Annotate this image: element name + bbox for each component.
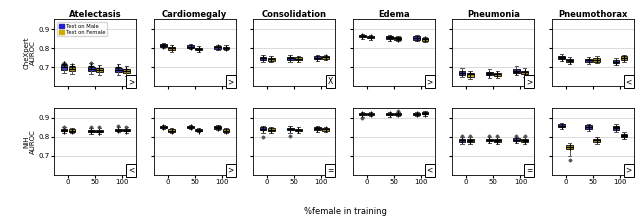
PathPatch shape: [295, 57, 301, 60]
PathPatch shape: [260, 57, 266, 60]
PathPatch shape: [459, 71, 465, 75]
PathPatch shape: [287, 128, 294, 130]
PathPatch shape: [467, 73, 474, 76]
PathPatch shape: [314, 127, 321, 130]
PathPatch shape: [486, 139, 493, 141]
Text: >: >: [526, 77, 532, 86]
PathPatch shape: [359, 35, 366, 37]
PathPatch shape: [188, 126, 194, 128]
Text: X: X: [328, 77, 333, 86]
PathPatch shape: [214, 126, 221, 129]
Text: <: <: [426, 166, 433, 175]
PathPatch shape: [394, 113, 401, 115]
PathPatch shape: [223, 47, 229, 49]
Text: >: >: [426, 77, 433, 86]
PathPatch shape: [168, 47, 175, 50]
Text: <: <: [625, 77, 632, 86]
PathPatch shape: [621, 56, 627, 60]
PathPatch shape: [558, 124, 565, 127]
Y-axis label: CheXpert
AUROC: CheXpert AUROC: [23, 37, 36, 69]
PathPatch shape: [322, 128, 329, 130]
PathPatch shape: [494, 73, 500, 76]
PathPatch shape: [295, 129, 301, 131]
Title: Pneumothorax: Pneumothorax: [558, 10, 627, 19]
Text: >: >: [625, 166, 632, 175]
PathPatch shape: [160, 44, 167, 47]
PathPatch shape: [521, 71, 528, 74]
PathPatch shape: [513, 69, 520, 73]
PathPatch shape: [387, 36, 393, 39]
Text: =: =: [327, 166, 333, 175]
Text: =: =: [526, 166, 532, 175]
PathPatch shape: [394, 37, 401, 40]
PathPatch shape: [88, 130, 95, 132]
PathPatch shape: [168, 129, 175, 132]
PathPatch shape: [188, 45, 194, 48]
PathPatch shape: [566, 59, 573, 62]
PathPatch shape: [467, 139, 474, 142]
PathPatch shape: [260, 127, 266, 130]
PathPatch shape: [513, 138, 520, 141]
PathPatch shape: [367, 36, 374, 38]
PathPatch shape: [586, 125, 592, 129]
PathPatch shape: [621, 134, 627, 137]
PathPatch shape: [268, 58, 275, 61]
Text: >: >: [128, 77, 134, 86]
Title: Atelectasis: Atelectasis: [69, 10, 122, 19]
PathPatch shape: [494, 139, 500, 142]
PathPatch shape: [566, 145, 573, 149]
PathPatch shape: [123, 69, 130, 73]
Title: Consolidation: Consolidation: [262, 10, 327, 19]
PathPatch shape: [123, 129, 130, 131]
PathPatch shape: [612, 126, 620, 130]
PathPatch shape: [314, 56, 321, 59]
PathPatch shape: [521, 139, 528, 142]
PathPatch shape: [287, 57, 294, 60]
PathPatch shape: [268, 128, 275, 131]
PathPatch shape: [422, 38, 428, 41]
Text: >: >: [227, 77, 234, 86]
PathPatch shape: [223, 129, 229, 132]
PathPatch shape: [61, 65, 67, 70]
PathPatch shape: [96, 130, 102, 132]
PathPatch shape: [359, 113, 366, 115]
PathPatch shape: [115, 129, 122, 131]
Title: Pneumonia: Pneumonia: [467, 10, 520, 19]
PathPatch shape: [367, 113, 374, 115]
PathPatch shape: [68, 67, 76, 71]
PathPatch shape: [612, 60, 620, 64]
PathPatch shape: [61, 129, 67, 132]
Text: <: <: [128, 166, 134, 175]
PathPatch shape: [413, 36, 420, 40]
PathPatch shape: [586, 59, 592, 62]
PathPatch shape: [387, 113, 393, 115]
PathPatch shape: [593, 139, 600, 142]
PathPatch shape: [115, 68, 122, 72]
PathPatch shape: [88, 67, 95, 71]
PathPatch shape: [486, 71, 493, 75]
Title: Edema: Edema: [378, 10, 410, 19]
PathPatch shape: [160, 126, 167, 128]
PathPatch shape: [422, 112, 428, 114]
Title: Cardiomegaly: Cardiomegaly: [162, 10, 227, 19]
PathPatch shape: [214, 46, 221, 49]
Text: >: >: [227, 166, 234, 175]
PathPatch shape: [459, 139, 465, 142]
PathPatch shape: [96, 68, 102, 72]
Legend: Test on Male, Test on Female: Test on Male, Test on Female: [57, 22, 107, 36]
Y-axis label: NIH
AUROC: NIH AUROC: [23, 129, 36, 154]
PathPatch shape: [322, 56, 329, 59]
Text: %female in training: %female in training: [304, 207, 387, 216]
PathPatch shape: [195, 129, 202, 131]
PathPatch shape: [68, 129, 76, 132]
PathPatch shape: [413, 113, 420, 115]
PathPatch shape: [593, 58, 600, 62]
PathPatch shape: [558, 56, 565, 59]
PathPatch shape: [195, 48, 202, 51]
